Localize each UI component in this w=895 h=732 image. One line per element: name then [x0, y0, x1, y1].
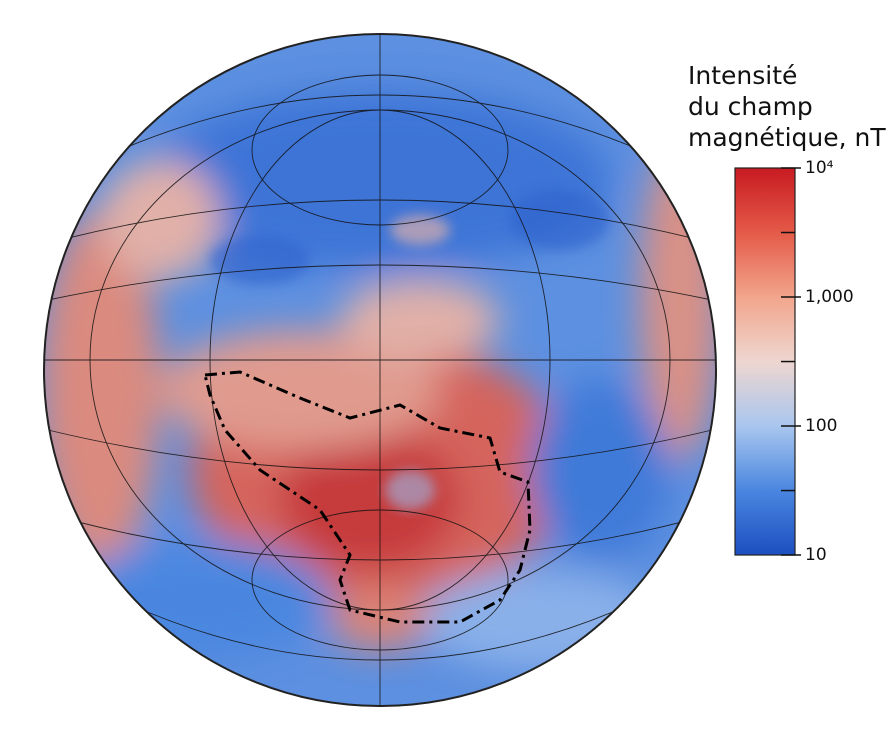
globe-outline: [43, 33, 717, 707]
legend-title: Intensité: [688, 61, 797, 90]
colorbar-tick-label: 1,000: [805, 287, 854, 307]
colorbar-tick-label: 10⁴: [805, 158, 834, 178]
legend-title: du champ: [688, 92, 813, 121]
colorbar-tick-label: 100: [805, 416, 837, 436]
legend-title: magnétique, nT: [688, 123, 886, 152]
colorbar-tick-label: 10: [805, 545, 827, 565]
